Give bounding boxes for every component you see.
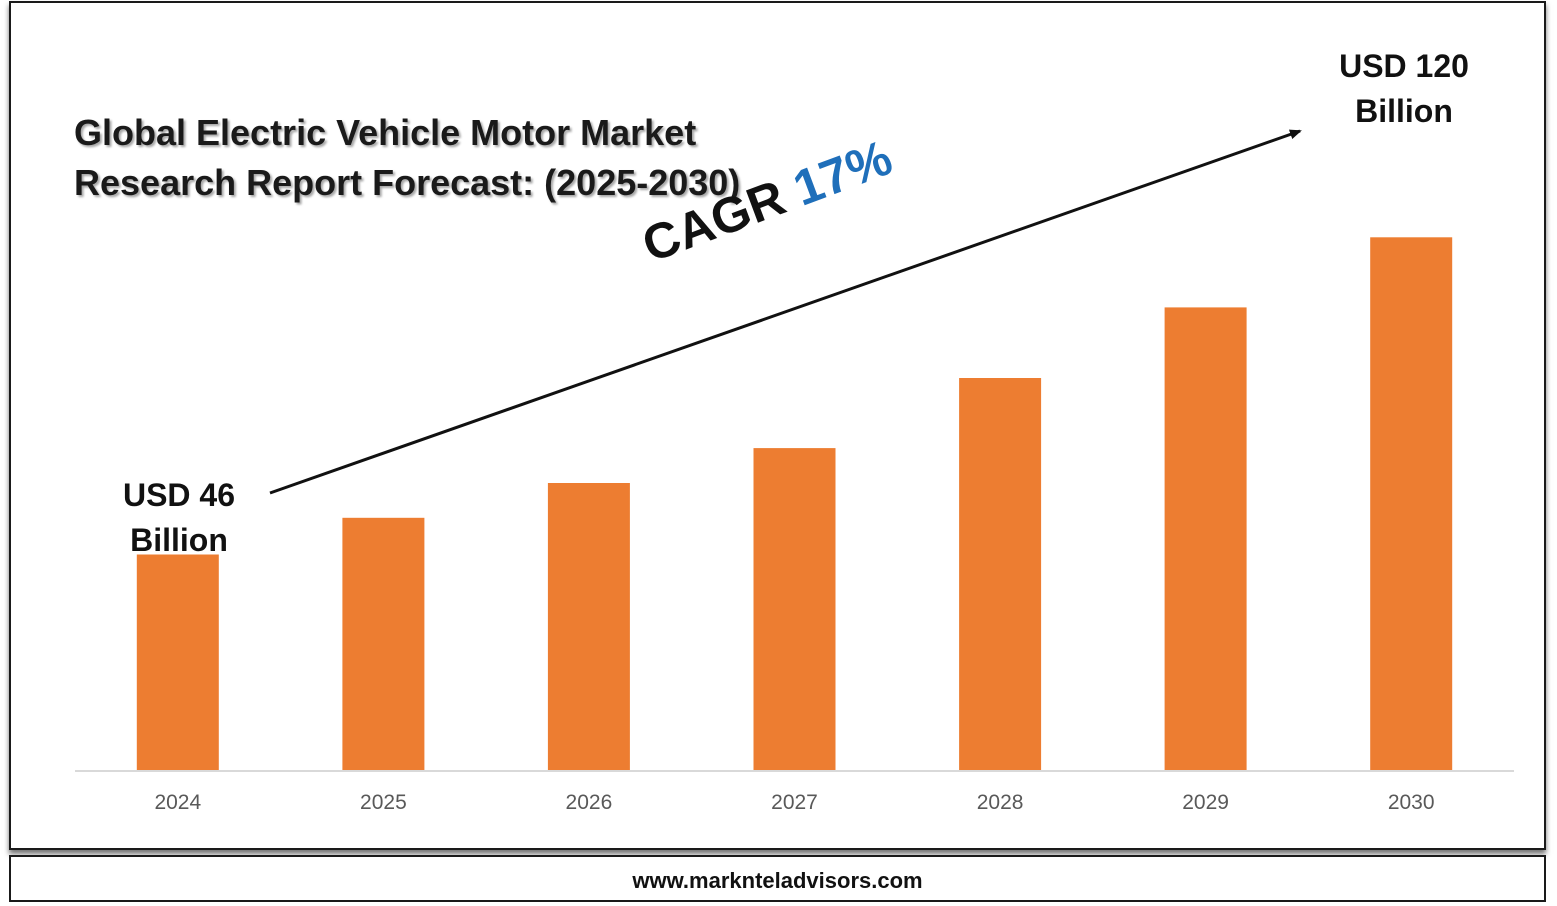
end-value-line-1: USD 120 (1339, 48, 1469, 84)
chart-title-line-1: Global Electric Vehicle Motor Market (74, 112, 697, 153)
bar-2030 (1370, 237, 1453, 772)
bar-2024 (136, 554, 219, 771)
footer-website[interactable]: www.marknteladvisors.com (632, 868, 923, 893)
chart-title-line-2: Research Report Forecast: (2025-2030) (74, 162, 741, 203)
cagr-trend-arrow (269, 129, 1302, 495)
x-tick-label-2028: 2028 (977, 791, 1024, 814)
x-tick-label-2025: 2025 (360, 791, 407, 814)
bar-2029 (1164, 307, 1247, 771)
start-value-annotation: USD 46 Billion (104, 473, 254, 563)
bars-group (136, 237, 1453, 772)
x-tick-label-2027: 2027 (771, 791, 818, 814)
start-value-line-2: Billion (130, 522, 228, 558)
bar-2027 (753, 448, 836, 771)
x-tick-label-2024: 2024 (154, 791, 201, 814)
x-tick-label-2026: 2026 (566, 791, 613, 814)
x-tick-labels: 2024 2025 2026 2027 2028 2029 2030 (154, 791, 1434, 814)
bar-2028 (959, 378, 1042, 771)
footer: www.marknteladvisors.com (9, 855, 1546, 902)
start-value-line-1: USD 46 (122, 477, 236, 513)
end-value-line-2: Billion (1355, 93, 1453, 129)
bar-2026 (547, 483, 630, 771)
chart-title: Global Electric Vehicle Motor Market Res… (74, 108, 794, 208)
x-tick-label-2029: 2029 (1182, 791, 1229, 814)
bar-2025 (342, 517, 425, 771)
x-tick-label-2030: 2030 (1388, 791, 1435, 814)
end-value-annotation: USD 120 Billion (1324, 44, 1484, 134)
